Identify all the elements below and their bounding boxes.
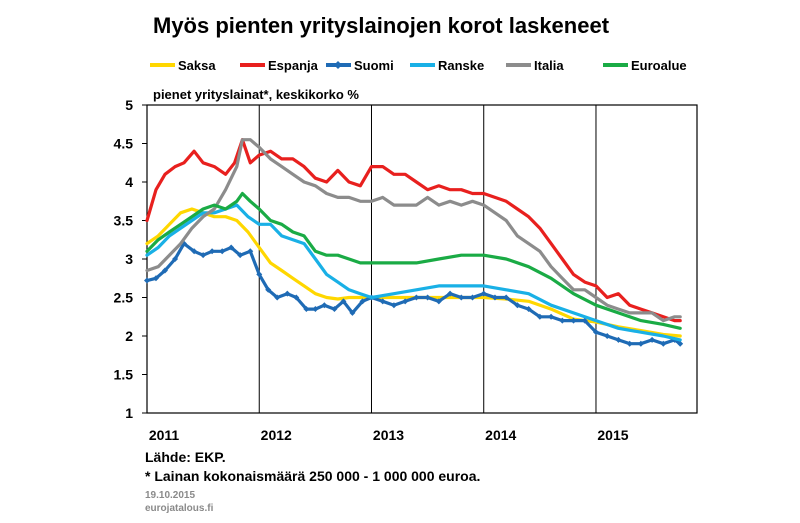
data-point — [256, 271, 263, 278]
series-line — [145, 242, 682, 346]
data-point — [637, 340, 644, 347]
y-tick-label: 1 — [125, 405, 133, 421]
legend-item: Italia — [506, 58, 564, 73]
data-point — [480, 290, 487, 297]
data-point — [458, 294, 465, 301]
data-point — [424, 294, 431, 301]
data-point — [303, 306, 310, 313]
series-line — [145, 207, 682, 338]
data-point — [247, 248, 254, 255]
data-point — [435, 298, 442, 305]
data-point — [447, 290, 454, 297]
data-point — [284, 290, 291, 297]
x-tick-label: 2011 — [149, 427, 180, 443]
series-euroalue — [145, 191, 682, 330]
data-point — [413, 294, 420, 301]
y-tick-label: 1.5 — [114, 367, 134, 383]
legend-label: Euroalue — [631, 58, 687, 73]
data-point — [514, 302, 521, 309]
data-point — [349, 309, 356, 316]
legend-label: Suomi — [354, 58, 394, 73]
legend-item: Saksa — [150, 58, 216, 73]
data-point — [525, 306, 532, 313]
legend-item: Ranske — [410, 58, 484, 73]
data-point — [592, 329, 599, 336]
data-point — [491, 294, 498, 301]
data-point — [331, 306, 338, 313]
data-point — [660, 340, 667, 347]
data-point — [200, 252, 207, 259]
data-point — [626, 340, 633, 347]
data-point — [649, 336, 656, 343]
y-tick-label: 5 — [125, 97, 133, 113]
data-point — [379, 298, 386, 305]
series-line — [145, 203, 682, 342]
x-tick-label: 2015 — [597, 427, 628, 443]
data-point — [144, 277, 150, 284]
data-point — [402, 298, 409, 305]
legend-label: Saksa — [178, 58, 216, 73]
data-point — [581, 317, 588, 324]
y-tick-label: 3.5 — [114, 213, 134, 229]
legend-item: Suomi — [326, 58, 394, 73]
data-point — [219, 248, 226, 255]
data-point — [536, 313, 543, 320]
data-point — [604, 333, 611, 339]
site-name: eurojatalous.fi — [145, 503, 214, 514]
x-tick-label: 2014 — [485, 427, 516, 443]
y-tick-label: 2.5 — [114, 290, 134, 306]
data-point — [209, 248, 216, 255]
series-line — [145, 191, 682, 330]
plot-area: 1 1.5 2 2.5 3 3.5 4 4.5 5 2011 2012 2013 2014 2015 — [114, 97, 698, 443]
source-note: Lähde: EKP. — [145, 449, 226, 465]
data-point — [359, 298, 366, 305]
footnote: * Lainan kokonaismäärä 250 000 - 1 000 0… — [145, 468, 480, 484]
data-point — [152, 275, 159, 282]
series-ranske — [145, 203, 682, 342]
data-point — [469, 294, 476, 301]
data-point — [615, 336, 622, 343]
data-point — [228, 244, 235, 251]
series-line — [145, 138, 682, 323]
data-point — [265, 286, 272, 293]
data-point — [172, 256, 179, 262]
legend-label: Ranske — [438, 58, 484, 73]
data-point — [559, 317, 566, 324]
data-point — [274, 294, 281, 301]
x-tick-label: 2013 — [373, 427, 404, 443]
series-saksa — [145, 207, 682, 338]
chart-title: Myös pienten yrityslainojen korot lasken… — [153, 13, 610, 38]
data-point — [191, 248, 198, 255]
series-espanja — [145, 138, 682, 323]
series-italia — [145, 138, 682, 323]
data-point — [390, 302, 397, 309]
legend-marker — [334, 61, 342, 69]
data-point — [237, 252, 244, 259]
data-point — [161, 267, 168, 274]
data-point — [548, 313, 555, 320]
data-point — [321, 302, 328, 309]
data-point — [293, 294, 300, 301]
data-point — [503, 294, 510, 301]
y-tick-label: 4 — [125, 174, 133, 190]
data-point — [570, 317, 577, 324]
data-point — [340, 298, 347, 305]
legend-label: Espanja — [268, 58, 319, 73]
data-point — [677, 340, 684, 347]
y-tick-label: 2 — [125, 328, 133, 344]
legend-item: Euroalue — [603, 58, 687, 73]
x-tick-label: 2012 — [261, 427, 292, 443]
publish-date: 19.10.2015 — [145, 490, 195, 501]
y-tick-label: 4.5 — [114, 136, 134, 152]
plot-frame — [146, 104, 698, 414]
chart-subtitle: pienet yrityslainat*, keskikorko % — [153, 87, 359, 102]
y-tick-label: 3 — [125, 251, 133, 267]
legend-item: Espanja — [240, 58, 319, 73]
series-line — [145, 138, 682, 323]
legend: Saksa Espanja Suomi Ranske Italia Euroalue — [150, 58, 687, 73]
data-point — [312, 306, 319, 313]
legend-label: Italia — [534, 58, 564, 73]
